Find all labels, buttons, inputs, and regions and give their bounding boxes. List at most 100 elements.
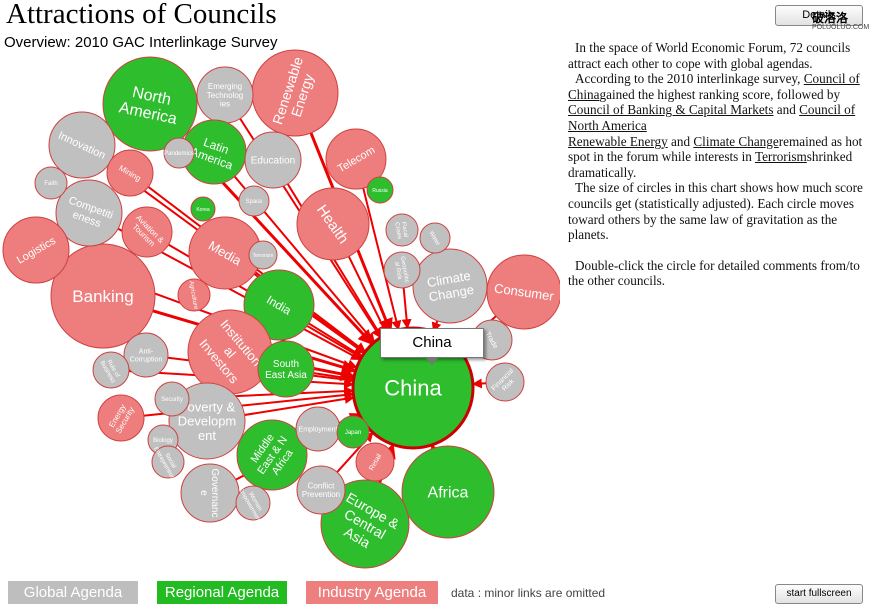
council-node[interactable]: Space bbox=[238, 185, 270, 217]
council-node[interactable]: EnergySecurity bbox=[97, 394, 145, 442]
council-circle[interactable] bbox=[123, 332, 169, 378]
council-node[interactable]: Aviation &Tourism bbox=[121, 206, 173, 258]
council-node[interactable]: FiscalCrises bbox=[385, 213, 419, 247]
link-to-china bbox=[401, 280, 412, 330]
council-node[interactable]: Japan bbox=[336, 415, 370, 449]
council-node[interactable]: InstitutionalInvestors bbox=[187, 309, 273, 395]
council-node[interactable]: Faith bbox=[34, 166, 68, 200]
council-circle[interactable] bbox=[48, 111, 116, 179]
council-node[interactable]: Consumer bbox=[486, 254, 560, 330]
council-node[interactable]: Emerging Technolog ies bbox=[196, 66, 254, 124]
council-circle[interactable] bbox=[486, 254, 560, 330]
council-node[interactable]: Conflict Prevention bbox=[296, 465, 346, 515]
council-circle[interactable] bbox=[296, 465, 346, 515]
council-node[interactable]: Security bbox=[154, 381, 190, 417]
link-council-of-banking[interactable]: Council of Banking & Capital Markets bbox=[568, 102, 774, 118]
council-graph[interactable]: China NorthAmerica Banking RenewableEnergy E… bbox=[0, 0, 560, 575]
legend-global-agenda[interactable]: Global Agenda bbox=[8, 581, 138, 604]
council-circle[interactable] bbox=[244, 131, 302, 189]
council-node[interactable]: Education bbox=[244, 131, 302, 189]
council-node[interactable]: Retail bbox=[355, 442, 395, 482]
council-circle[interactable] bbox=[257, 340, 315, 398]
legend-industry-agenda[interactable]: Industry Agenda bbox=[306, 581, 438, 604]
page-subtitle: Overview: 2010 GAC Interlinkage Survey bbox=[4, 34, 278, 51]
council-circle[interactable] bbox=[325, 128, 387, 190]
fullscreen-button[interactable]: start fullscreen bbox=[775, 584, 863, 604]
council-label: Employment bbox=[299, 426, 338, 433]
council-circle[interactable] bbox=[102, 56, 198, 152]
council-circle[interactable] bbox=[320, 479, 410, 569]
council-circle[interactable] bbox=[383, 251, 421, 289]
details-button[interactable]: Details bbox=[775, 5, 863, 26]
council-node[interactable]: South East Asia bbox=[257, 340, 315, 398]
council-circle[interactable] bbox=[151, 445, 185, 479]
council-node[interactable]: Korea bbox=[190, 196, 216, 222]
council-node[interactable]: China bbox=[351, 326, 475, 450]
council-circle[interactable] bbox=[238, 185, 270, 217]
link-renewable-energy[interactable]: Renewable Energy bbox=[568, 133, 668, 149]
desc-text: and bbox=[773, 102, 800, 118]
council-circle[interactable] bbox=[401, 445, 495, 539]
council-node[interactable]: Africa bbox=[401, 445, 495, 539]
council-circle[interactable] bbox=[366, 176, 394, 204]
council-node[interactable]: Geopolitical Risk bbox=[383, 251, 421, 289]
council-circle[interactable] bbox=[177, 278, 211, 312]
council-node[interactable]: Health bbox=[296, 187, 370, 261]
council-node[interactable]: Russia bbox=[366, 176, 394, 204]
council-circle[interactable] bbox=[55, 179, 123, 247]
legend-regional-agenda[interactable]: Regional Agenda bbox=[157, 581, 287, 604]
council-circle[interactable] bbox=[34, 166, 68, 200]
description-paragraph-1: In the space of World Economic Forum, 72… bbox=[568, 40, 851, 71]
council-circle[interactable] bbox=[243, 269, 315, 341]
council-circle[interactable] bbox=[97, 394, 145, 442]
council-circle[interactable] bbox=[92, 351, 130, 389]
council-circle[interactable] bbox=[106, 149, 154, 197]
council-node[interactable]: Media bbox=[188, 216, 262, 290]
council-node[interactable]: Innovation bbox=[48, 111, 116, 179]
council-circle[interactable] bbox=[385, 213, 419, 247]
council-circle[interactable] bbox=[355, 442, 395, 482]
council-label: Japan bbox=[345, 430, 361, 436]
council-node[interactable]: Banking bbox=[50, 243, 156, 349]
council-circle[interactable] bbox=[121, 206, 173, 258]
council-circle[interactable] bbox=[190, 196, 216, 222]
council-node[interactable]: Competitieness bbox=[55, 179, 123, 247]
council-node[interactable]: India bbox=[243, 269, 315, 341]
desc-text: According to the 2010 interlinkage surve… bbox=[575, 71, 804, 87]
council-circle[interactable] bbox=[248, 240, 278, 270]
council-circle[interactable] bbox=[235, 485, 271, 521]
council-node[interactable]: Logistics bbox=[2, 216, 70, 284]
council-node[interactable]: Rule ofBusiness bbox=[92, 351, 130, 389]
council-node[interactable]: NorthAmerica bbox=[102, 56, 198, 152]
council-circle[interactable] bbox=[419, 222, 451, 254]
council-circle[interactable] bbox=[236, 419, 308, 491]
link-climate-change[interactable]: Climate Change bbox=[693, 133, 779, 149]
council-node[interactable]: Governance bbox=[180, 463, 240, 523]
link-terrorism[interactable]: Terrorism bbox=[754, 149, 807, 165]
council-circle[interactable] bbox=[163, 137, 195, 169]
desc-text: and bbox=[667, 133, 694, 149]
council-node[interactable]: Employment bbox=[295, 406, 341, 452]
council-node[interactable]: Europe &CentralAsia bbox=[320, 479, 410, 569]
council-circle[interactable] bbox=[2, 216, 70, 284]
council-node[interactable]: Water bbox=[419, 222, 451, 254]
council-node[interactable]: WomenEmpowerment bbox=[235, 484, 271, 524]
council-circle[interactable] bbox=[336, 415, 370, 449]
council-node[interactable]: Terrorism bbox=[248, 240, 278, 270]
council-circle[interactable] bbox=[154, 381, 190, 417]
council-node[interactable]: Agriculture bbox=[177, 278, 211, 312]
council-node[interactable]: Anti-Corruption bbox=[123, 332, 169, 378]
council-circle[interactable] bbox=[50, 243, 156, 349]
council-node[interactable]: MiddleEast & NAfrica bbox=[236, 419, 308, 491]
council-circle[interactable] bbox=[296, 187, 370, 261]
council-node[interactable]: RenewableEnergy bbox=[251, 49, 339, 137]
council-node[interactable]: FinancialRisk bbox=[485, 362, 525, 402]
council-node[interactable]: ClimateChange bbox=[412, 248, 488, 324]
council-node[interactable]: Telecom bbox=[325, 128, 387, 190]
council-node[interactable]: SocialEntrepreneurs bbox=[151, 443, 185, 482]
council-circle[interactable] bbox=[485, 362, 525, 402]
council-node[interactable]: Mining bbox=[106, 149, 154, 197]
council-node[interactable]: Pandemics bbox=[163, 137, 195, 169]
link-council-of-north-america[interactable]: Council of North America bbox=[568, 102, 856, 133]
link-council-of-china[interactable]: Council of China bbox=[568, 71, 860, 102]
